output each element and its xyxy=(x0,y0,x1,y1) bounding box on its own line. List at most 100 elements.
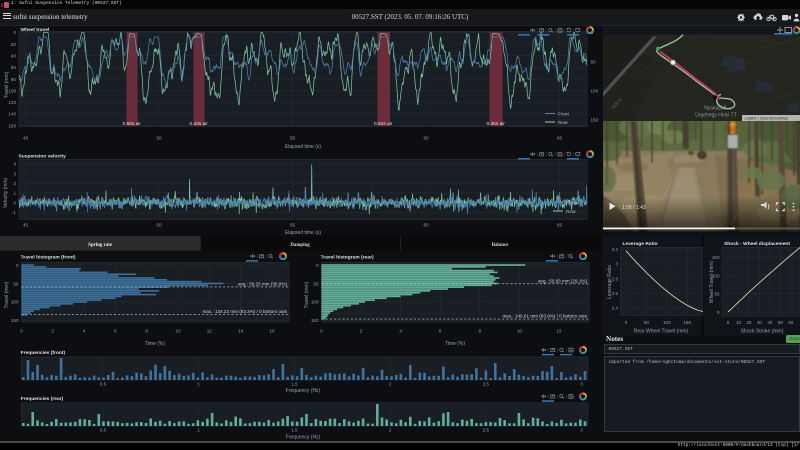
svg-text:Front: Front xyxy=(558,112,569,117)
svg-text:0.50s air: 0.50s air xyxy=(123,121,142,127)
svg-text:12: 12 xyxy=(556,329,562,334)
svg-text:100: 100 xyxy=(311,300,319,305)
svg-text:2: 2 xyxy=(13,181,16,186)
svg-text:2: 2 xyxy=(360,329,363,334)
svg-text:max.: 134.22 mm (83.3%) / 0 bo: max.: 134.22 mm (83.3%) / 0 bottom outs xyxy=(202,309,287,314)
svg-text:Travel (mm): Travel (mm) xyxy=(4,281,10,308)
svg-text:Damping: Damping xyxy=(290,243,310,248)
svg-text:2.8: 2.8 xyxy=(612,276,619,281)
svg-text:1: 1 xyxy=(197,382,200,387)
svg-text:Nyakaskő-: Nyakaskő- xyxy=(704,106,728,112)
svg-text:Wheel travel: Wheel travel xyxy=(21,27,50,33)
svg-text:Leaflet | OpenStreetMap: Leaflet | OpenStreetMap xyxy=(745,116,789,121)
svg-text:1.5: 1.5 xyxy=(291,382,298,387)
svg-text:3: 3 xyxy=(580,428,583,433)
svg-text:Rear: Rear xyxy=(558,120,568,125)
svg-text:4: 4 xyxy=(399,329,402,334)
svg-text:Frequency (Hz): Frequency (Hz) xyxy=(286,388,321,394)
svg-text:Travel histogram (front): Travel histogram (front) xyxy=(21,255,76,261)
svg-text:150: 150 xyxy=(591,118,599,123)
svg-text:65: 65 xyxy=(557,136,563,141)
svg-text:100: 100 xyxy=(11,300,19,305)
svg-text:0.35s air: 0.35s air xyxy=(487,121,506,127)
svg-text:45: 45 xyxy=(23,136,29,141)
svg-text:0: 0 xyxy=(625,320,628,325)
svg-text:45: 45 xyxy=(23,223,29,228)
svg-text:avg.: 50.83 mm (29.1%): avg.: 50.83 mm (29.1%) xyxy=(538,278,587,283)
svg-text:20: 20 xyxy=(746,320,752,325)
svg-text:80: 80 xyxy=(11,77,17,82)
svg-text:Spring rate: Spring rate xyxy=(88,243,113,248)
svg-text:65: 65 xyxy=(557,223,563,228)
svg-text:100: 100 xyxy=(591,88,599,93)
svg-text:10: 10 xyxy=(175,329,181,334)
svg-text:4: 4 xyxy=(83,329,86,334)
svg-text:50: 50 xyxy=(313,281,319,286)
svg-text:max.: 146.61 mm (83.9%) / 0 bo: max.: 146.61 mm (83.9%) / 0 bottom outs xyxy=(502,314,587,319)
svg-text:60: 60 xyxy=(423,223,429,228)
svg-text:150: 150 xyxy=(712,255,720,260)
svg-text:Travel (mm): Travel (mm) xyxy=(304,281,310,308)
svg-text:50: 50 xyxy=(778,320,784,325)
svg-text:Shock Stroke (mm): Shock Stroke (mm) xyxy=(741,329,784,335)
svg-text:Wheel Travel (mm): Wheel Travel (mm) xyxy=(709,261,715,304)
svg-text:Travel histogram (rear): Travel histogram (rear) xyxy=(321,255,374,261)
svg-text:1:08 / 1:43: 1:08 / 1:43 xyxy=(622,205,646,211)
svg-text:0: 0 xyxy=(16,263,19,268)
svg-text:Frequencies (front): Frequencies (front) xyxy=(21,350,66,356)
svg-text:2.5: 2.5 xyxy=(483,382,490,387)
svg-text:55: 55 xyxy=(290,136,296,141)
svg-text:avg.: 59.25 mm (36.0%): avg.: 59.25 mm (36.0%) xyxy=(238,281,287,286)
svg-text:10: 10 xyxy=(736,320,742,325)
svg-text:14: 14 xyxy=(238,329,244,334)
svg-text:55: 55 xyxy=(290,223,296,228)
svg-text:Elapsed time (s): Elapsed time (s) xyxy=(285,230,321,236)
svg-text:2.5: 2.5 xyxy=(483,428,490,433)
svg-text:Shock - Wheel displacement: Shock - Wheel displacement xyxy=(724,241,790,247)
svg-text:Balance: Balance xyxy=(492,243,509,248)
svg-text:3: 3 xyxy=(580,382,583,387)
svg-text:0: 0 xyxy=(316,263,319,268)
svg-text:0: 0 xyxy=(320,329,323,334)
svg-text:100: 100 xyxy=(8,88,16,93)
svg-text:150: 150 xyxy=(683,320,691,325)
svg-text:0.5: 0.5 xyxy=(100,382,107,387)
svg-text:2: 2 xyxy=(51,329,54,334)
svg-text:120: 120 xyxy=(8,100,16,105)
svg-text:50: 50 xyxy=(644,320,650,325)
svg-text:Frequency (Hz): Frequency (Hz) xyxy=(286,435,321,441)
svg-text:0: 0 xyxy=(13,200,16,205)
svg-text:2: 2 xyxy=(389,428,392,433)
svg-text:160: 160 xyxy=(8,123,16,128)
svg-text:50: 50 xyxy=(13,281,19,286)
svg-text:Velocity (m/s): Velocity (m/s) xyxy=(3,178,9,208)
svg-text:0.52s air: 0.52s air xyxy=(374,121,393,127)
svg-text:Elapsed time (s): Elapsed time (s) xyxy=(285,144,321,150)
svg-text:40: 40 xyxy=(767,320,773,325)
svg-text:30: 30 xyxy=(757,320,763,325)
svg-text:3: 3 xyxy=(13,171,16,176)
svg-text:16: 16 xyxy=(269,329,275,334)
svg-text:2.4: 2.4 xyxy=(612,306,619,311)
svg-text:0: 0 xyxy=(13,30,16,35)
svg-text:6: 6 xyxy=(439,329,442,334)
svg-text:4: 4 xyxy=(13,162,16,167)
svg-text:140: 140 xyxy=(8,112,16,117)
svg-text:1: 1 xyxy=(197,428,200,433)
svg-text:Leverage Ratio: Leverage Ratio xyxy=(607,265,613,299)
svg-text:Frequencies (rear): Frequencies (rear) xyxy=(21,396,64,402)
svg-text:Suspension velocity: Suspension velocity xyxy=(19,154,67,160)
svg-text:50: 50 xyxy=(591,59,597,64)
svg-text:0: 0 xyxy=(20,329,23,334)
svg-text:50: 50 xyxy=(156,223,162,228)
svg-text:Ürgehegy Helyi TT: Ürgehegy Helyi TT xyxy=(695,112,737,119)
svg-text:Leverage Ratio: Leverage Ratio xyxy=(623,241,658,247)
svg-text:2.6: 2.6 xyxy=(612,291,619,296)
svg-text:Time (%): Time (%) xyxy=(445,341,465,347)
svg-text:50: 50 xyxy=(156,136,162,141)
svg-text:60: 60 xyxy=(11,65,17,70)
svg-text:150: 150 xyxy=(11,318,19,323)
svg-text:0: 0 xyxy=(717,310,720,315)
svg-text:100: 100 xyxy=(663,320,671,325)
svg-text:1.5: 1.5 xyxy=(291,428,298,433)
